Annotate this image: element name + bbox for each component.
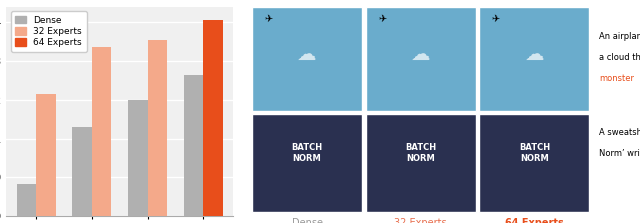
- Bar: [366, 7, 476, 111]
- Text: BATCH
NORM: BATCH NORM: [291, 143, 323, 163]
- Bar: [479, 114, 589, 212]
- Text: ☁: ☁: [411, 45, 431, 64]
- Bar: [72, 127, 92, 223]
- Bar: [128, 100, 148, 223]
- Text: ✈: ✈: [492, 14, 500, 24]
- Bar: [204, 20, 223, 223]
- Text: ☁: ☁: [298, 45, 317, 64]
- Bar: [92, 47, 111, 223]
- Text: Dense: Dense: [292, 218, 323, 223]
- Text: monster: monster: [599, 74, 634, 83]
- Text: BATCH
NORM: BATCH NORM: [519, 143, 550, 163]
- Bar: [184, 75, 204, 223]
- Text: ✈: ✈: [264, 14, 273, 24]
- Bar: [36, 94, 56, 223]
- Bar: [479, 7, 589, 111]
- Bar: [17, 184, 36, 223]
- Text: 64 Experts: 64 Experts: [505, 218, 564, 223]
- Bar: [366, 114, 476, 212]
- Bar: [148, 40, 167, 223]
- Text: Norm’ written on it: Norm’ written on it: [599, 149, 640, 158]
- Legend: Dense, 32 Experts, 64 Experts: Dense, 32 Experts, 64 Experts: [11, 11, 86, 52]
- Text: An airplane flying into: An airplane flying into: [599, 32, 640, 41]
- Bar: [252, 114, 362, 212]
- Text: ☁: ☁: [525, 45, 544, 64]
- Text: BATCH
NORM: BATCH NORM: [405, 143, 436, 163]
- Text: ✈: ✈: [378, 14, 387, 24]
- Text: A sweatshirt with ‘Batch: A sweatshirt with ‘Batch: [599, 128, 640, 137]
- Text: 32 Experts: 32 Experts: [394, 218, 447, 223]
- Text: a cloud that: a cloud that: [599, 53, 640, 62]
- Bar: [252, 7, 362, 111]
